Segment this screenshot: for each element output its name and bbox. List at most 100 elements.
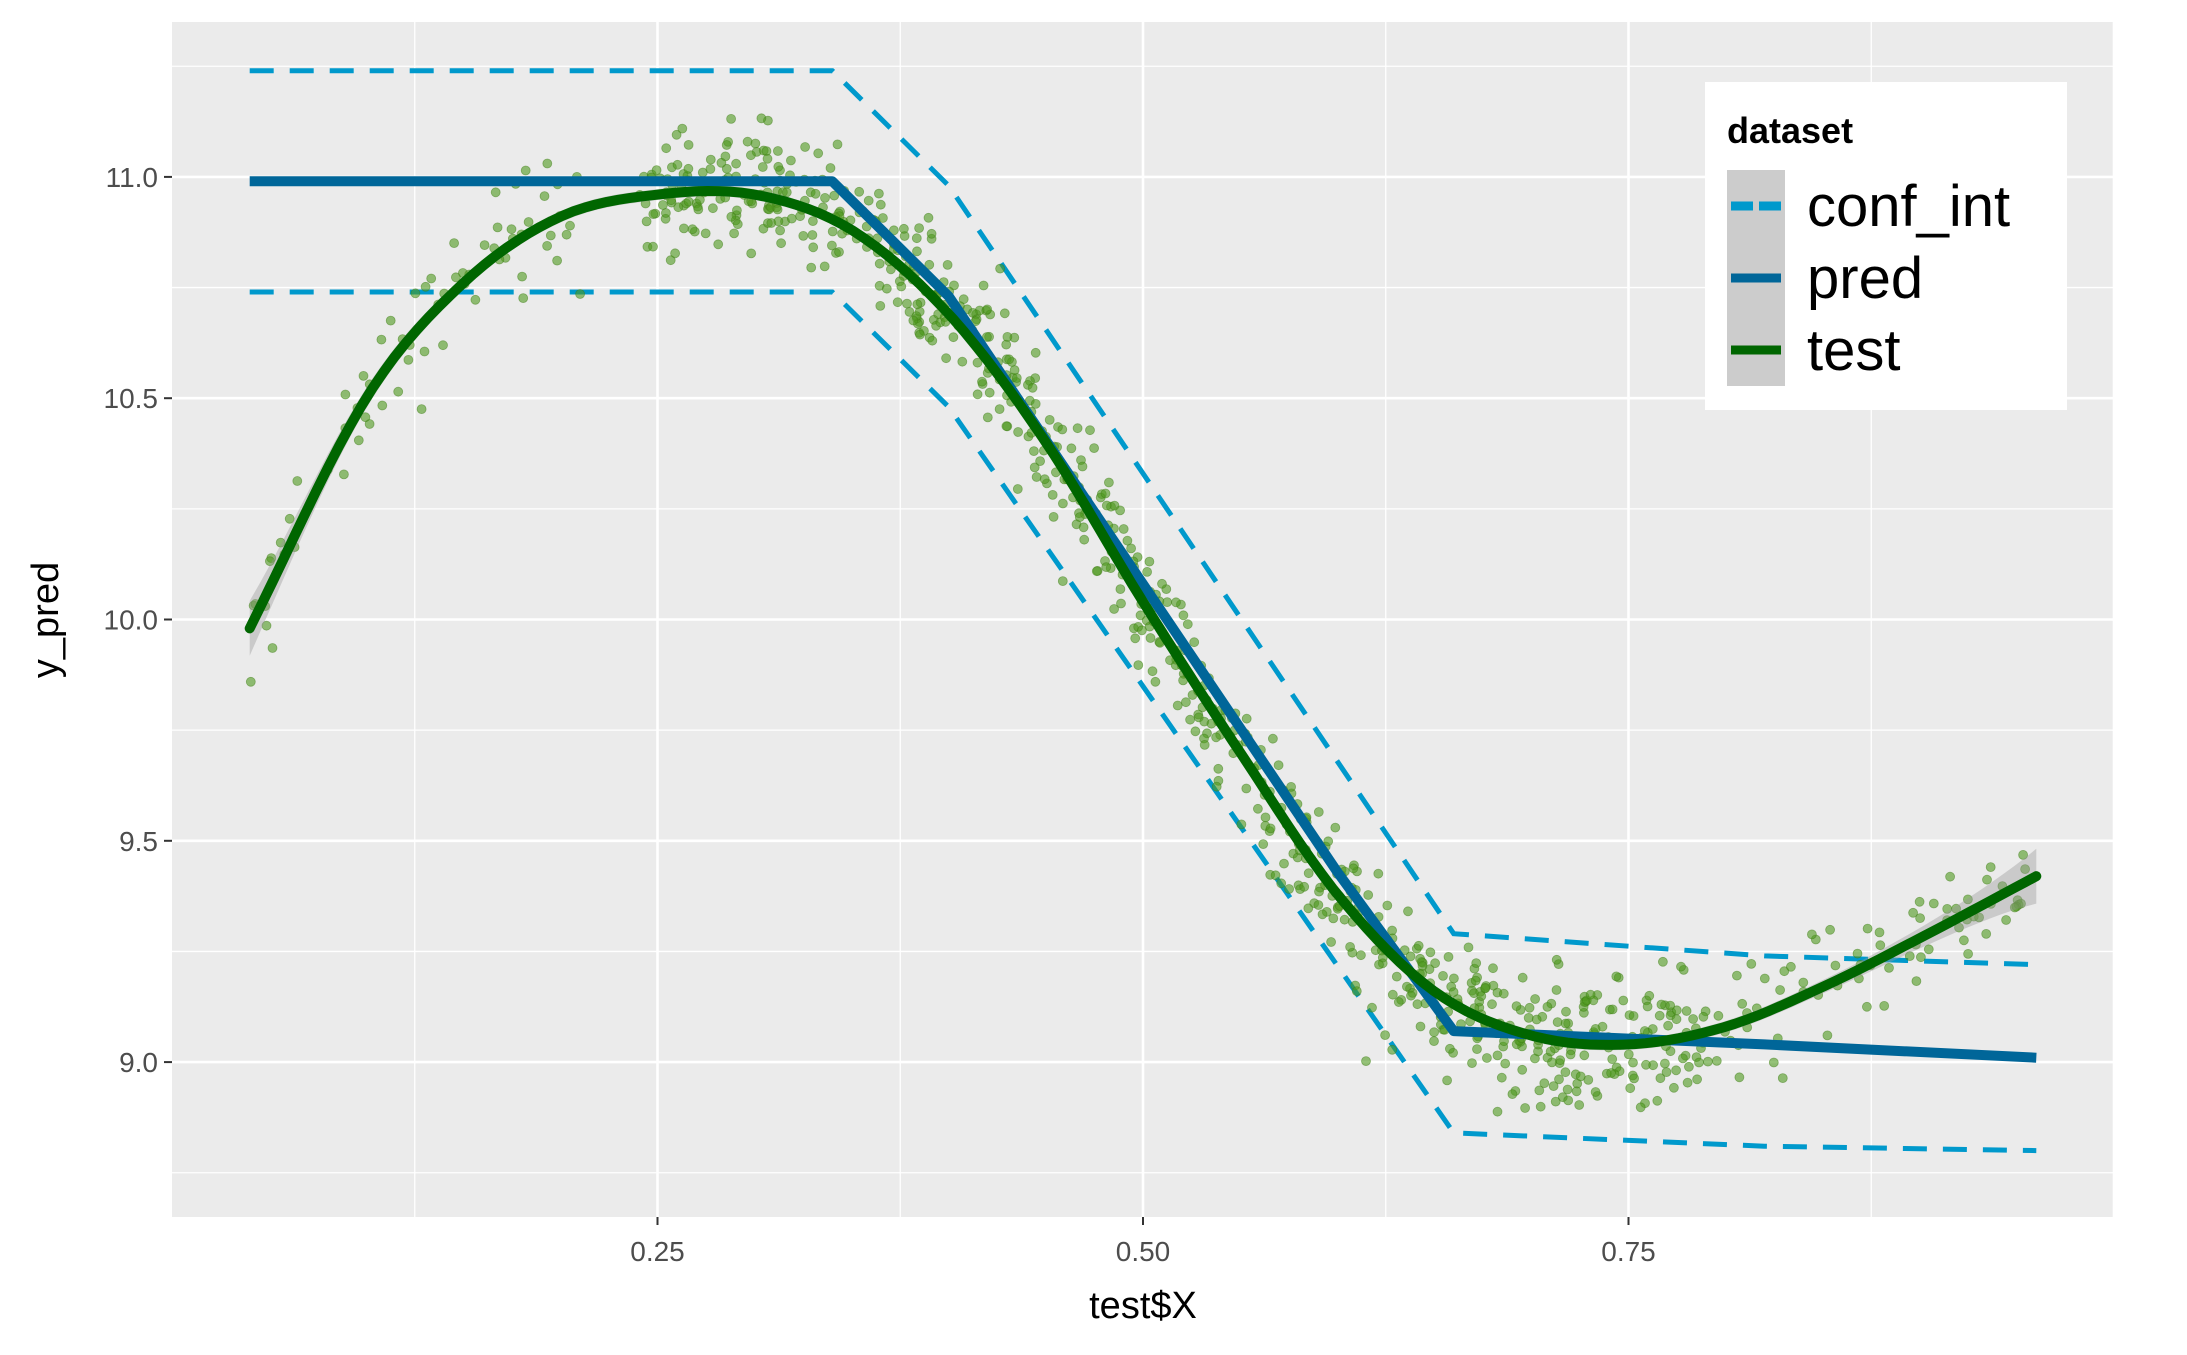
scatter-point [726,114,736,124]
scatter-point [798,230,809,241]
legend-label-test: test [1807,318,1901,383]
x-tick-label: 0.25 [630,1236,685,1267]
scatter-point [360,412,371,423]
scatter-point [1560,1018,1571,1029]
scatter-point [1911,976,1922,986]
scatter-point [1552,1017,1563,1027]
scatter-point [700,228,711,239]
scatter-point [1545,1046,1556,1057]
scatter-point [762,153,773,164]
y-tick-label: 10.0 [104,605,159,636]
scatter-point [1029,446,1039,457]
scatter-point [1884,963,1894,973]
scatter-point [1520,1103,1530,1113]
scatter-point [1445,1043,1455,1054]
scatter-point [1406,990,1416,1001]
scatter-point [661,143,672,154]
scatter-point [1142,567,1152,577]
scatter-point [775,225,785,236]
scatter-point [1963,894,1973,905]
scatter-point [679,223,689,234]
scatter-point [1130,633,1141,644]
scatter-point [1122,535,1133,546]
scatter-point [1313,900,1324,910]
scatter-point [825,163,836,173]
scatter-point [1574,1100,1585,1110]
scatter-point [1104,477,1114,488]
scatter-point [1213,763,1224,774]
scatter-point [1862,1001,1872,1012]
scatter-point [1471,958,1482,968]
scatter-point [1563,1095,1574,1106]
scatter-point [941,353,951,364]
scatter-point [1628,1057,1638,1068]
scatter-point [1328,913,1339,924]
scatter-point [490,187,501,198]
scatter-point [776,238,786,249]
scatter-point [450,272,461,283]
scatter-point [1551,985,1562,995]
scatter-point [542,158,553,169]
scatter-point [385,315,396,326]
scatter-point [1417,961,1428,971]
scatter-point [517,271,527,282]
scatter-point [1363,890,1374,900]
scatter-point [1101,500,1112,511]
scatter-point [1488,980,1499,991]
scatter-point [1314,886,1324,897]
scatter-point [1523,1013,1534,1023]
smooth-band [249,185,2037,1051]
scatter-point [565,220,575,231]
scatter-point [1463,942,1474,953]
scatter-point [1303,868,1314,879]
scatter-point [1276,878,1287,889]
scatter-point [1057,424,1068,435]
scatter-point [995,263,1005,274]
scatter-point [687,224,698,235]
scatter-point [403,354,414,365]
scatter-point [1323,836,1334,847]
scatter-point [1066,443,1077,454]
scatter-point [914,223,924,234]
scatter-point [1530,994,1540,1004]
scatter-point [575,289,585,299]
scatter-point [1162,597,1173,607]
scatter-point [1713,1010,1724,1021]
scatter-point [757,162,768,172]
scatter-point [1874,927,1885,938]
scatter-point [1185,714,1195,725]
scatter-point [1189,637,1200,648]
scatter-point [899,223,909,234]
scatter-point [1908,907,1918,918]
scatter-point [1133,660,1144,670]
scatter-point [1539,1078,1550,1089]
scatter-point [648,241,658,252]
scatter-point [1351,986,1362,996]
scatter-point [1618,995,1629,1006]
scatter-point [358,370,369,381]
scatter-point [1172,700,1183,711]
scatter-point [1430,958,1440,969]
scatter-point [641,216,652,227]
scatter-point [781,187,792,198]
x-tick-label: 0.50 [1116,1236,1171,1267]
scatter-point [1684,1061,1694,1072]
scatter-point [393,386,404,397]
scatter-point [1694,1057,1704,1068]
scatter-point [1607,1054,1618,1064]
scatter-point [284,513,295,524]
scatter-point [1488,963,1498,974]
scatter-point [1655,1073,1666,1084]
scatter-point [1671,1065,1681,1076]
scatter-point [1190,726,1201,737]
scatter-point [982,304,993,315]
scatter-point [1260,812,1271,823]
scatter-point [1959,935,1969,946]
scatter-point [1517,1064,1528,1075]
scatter-point [874,188,884,199]
scatter-point [1981,929,1992,939]
scatter-point [1079,534,1090,545]
scatter-point [1373,868,1384,879]
scatter-point [984,387,995,398]
